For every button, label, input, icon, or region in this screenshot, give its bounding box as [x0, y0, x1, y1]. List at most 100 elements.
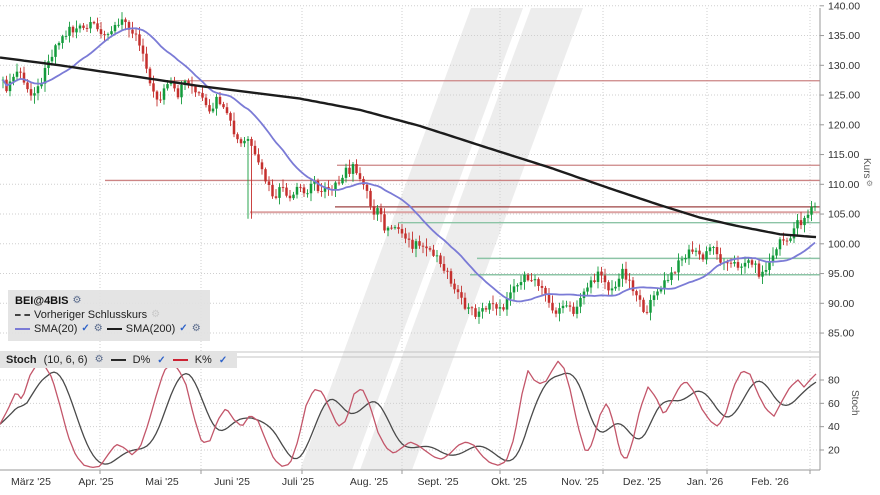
- candle-body: [215, 96, 218, 109]
- sma200-checkbox[interactable]: ✓: [179, 323, 188, 334]
- prev-close-settings-icon[interactable]: ⚙: [151, 309, 161, 320]
- stoch-d-checkbox[interactable]: ✓: [157, 354, 166, 366]
- candle-body: [173, 82, 176, 89]
- candle-body: [796, 220, 799, 229]
- stoch-k-checkbox[interactable]: ✓: [218, 354, 228, 366]
- candle-body: [124, 19, 127, 23]
- candle-body: [285, 187, 288, 196]
- stoch-k-label: K%: [194, 354, 212, 366]
- x-axis-month-label: Juni '25: [214, 476, 250, 488]
- candle-body: [757, 263, 761, 277]
- price-axis-settings-icon[interactable]: ⚙: [866, 179, 874, 188]
- stoch-tick-label: 20: [828, 445, 840, 457]
- stoch-params: (10, 6, 6): [43, 354, 88, 366]
- candle-body: [257, 154, 260, 163]
- candle-body: [785, 240, 789, 242]
- candle-body: [435, 255, 439, 257]
- candle-body: [663, 280, 666, 289]
- candle-body: [677, 260, 680, 273]
- sma200-swatch: [106, 328, 122, 330]
- candle-body: [365, 184, 369, 191]
- candle-body: [691, 249, 694, 252]
- sma200-settings-icon[interactable]: ⚙: [191, 323, 201, 334]
- candle-body: [103, 34, 106, 36]
- stochastic-series: [0, 360, 817, 469]
- price-tick-label: 130.00: [828, 60, 860, 72]
- candle-body: [684, 258, 687, 260]
- candle-body: [547, 293, 551, 303]
- candle-body: [344, 167, 348, 178]
- candle-body: [131, 29, 134, 34]
- candle-body: [33, 93, 36, 96]
- candle-body: [222, 104, 225, 108]
- sma20-settings-icon[interactable]: ⚙: [93, 323, 103, 334]
- candle-body: [71, 26, 75, 33]
- candle-body: [544, 287, 547, 294]
- candle-body: [484, 308, 488, 310]
- stoch-title: Stoch: [6, 354, 37, 366]
- candle-body: [250, 139, 253, 146]
- candle-body: [260, 162, 264, 170]
- watermark: [300, 8, 583, 470]
- candle-body: [96, 23, 99, 30]
- price-legend[interactable]: BEI@4BIS ⚙ Vorheriger Schlusskurs ⚙ SMA(…: [8, 290, 210, 341]
- candle-body: [134, 33, 138, 35]
- candle-body: [747, 260, 750, 263]
- stoch-k-swatch: [172, 359, 188, 361]
- candle-body: [85, 27, 89, 29]
- candle-body: [40, 83, 43, 87]
- candle-body: [379, 208, 383, 215]
- sma20-line: [2, 27, 816, 303]
- candle-body: [792, 228, 796, 239]
- candle-body: [127, 22, 131, 30]
- sma20-checkbox[interactable]: ✓: [81, 323, 90, 334]
- candle-body: [218, 96, 222, 105]
- candle-body: [642, 299, 645, 312]
- candlestick-series: [1, 12, 817, 324]
- stoch-axis-title: Stoch: [849, 390, 860, 416]
- candle-body: [22, 72, 26, 83]
- candle-body: [694, 250, 698, 252]
- candle-body: [306, 193, 309, 195]
- candle-body: [733, 262, 736, 264]
- candle-body: [652, 295, 656, 300]
- candle-body: [397, 227, 400, 229]
- x-axis-month-label: Nov. '25: [561, 476, 599, 488]
- candle-body: [670, 272, 673, 280]
- stoch-settings-icon[interactable]: ⚙: [94, 354, 104, 365]
- candle-body: [54, 45, 57, 57]
- candle-body: [558, 308, 561, 314]
- candle-body: [117, 24, 120, 26]
- candle-body: [666, 279, 670, 281]
- candle-body: [99, 29, 103, 35]
- instrument-symbol: BEI@4BIS: [15, 295, 69, 307]
- candle-body: [810, 206, 813, 215]
- candle-body: [355, 164, 358, 174]
- candle-body: [488, 303, 491, 310]
- candle-body: [432, 249, 435, 256]
- candle-body: [36, 86, 40, 94]
- candle-body: [439, 255, 442, 264]
- x-axis-month-label: Sept. '25: [417, 476, 458, 488]
- candle-body: [596, 271, 600, 282]
- instrument-settings-icon[interactable]: ⚙: [72, 295, 82, 306]
- candle-body: [806, 214, 810, 218]
- prev-close-label: Vorheriger Schlusskurs: [34, 309, 148, 321]
- candle-body: [509, 292, 512, 299]
- stoch-tick-label: 60: [828, 398, 840, 410]
- candle-body: [775, 249, 778, 256]
- candle-body: [505, 298, 509, 310]
- price-tick-label: 135.00: [828, 30, 860, 42]
- candle-body: [649, 299, 652, 313]
- candle-body: [407, 238, 411, 240]
- candle-body: [799, 220, 803, 226]
- candle-body: [712, 247, 715, 248]
- candle-body: [687, 249, 691, 259]
- candle-body: [187, 80, 190, 85]
- stoch-legend[interactable]: Stoch (10, 6, 6) ⚙ D% ✓ K% ✓: [0, 352, 238, 368]
- candle-body: [593, 280, 596, 282]
- sma200-line: [0, 56, 817, 239]
- stoch-d-swatch: [110, 359, 126, 361]
- candle-body: [761, 271, 764, 277]
- candle-body: [726, 262, 729, 264]
